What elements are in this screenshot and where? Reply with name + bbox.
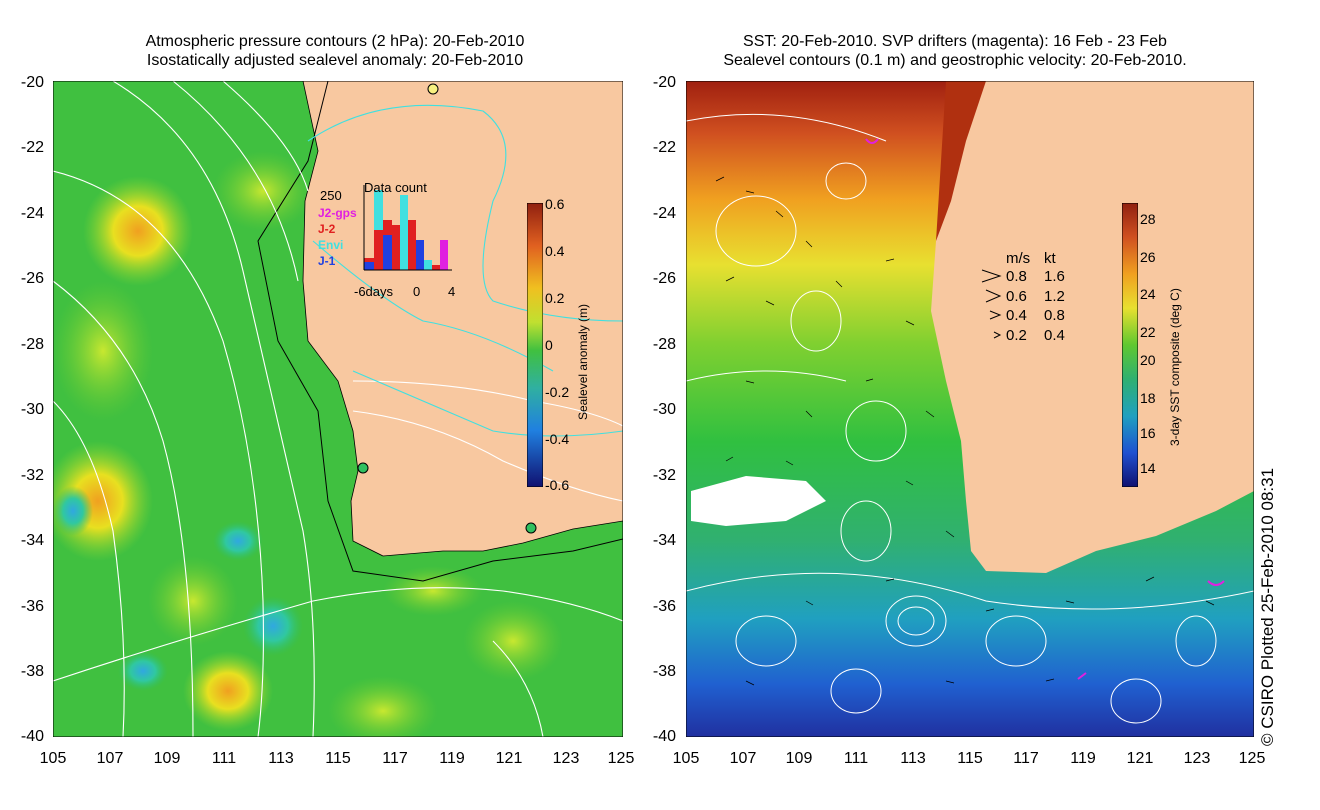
right-xtick: 115 bbox=[957, 750, 983, 767]
velocity-row-ms: 0.4 bbox=[1006, 307, 1027, 324]
right-cb-tick: 22 bbox=[1140, 324, 1156, 340]
velocity-row-ms: 0.2 bbox=[1006, 327, 1027, 344]
velocity-header-ms: m/s bbox=[1006, 250, 1031, 267]
left-xtick: 117 bbox=[382, 750, 408, 767]
left-cb-tick: 0.2 bbox=[545, 290, 565, 306]
velocity-row-kt: 0.8 bbox=[1044, 307, 1065, 324]
left-ytick: -24 bbox=[20, 205, 44, 222]
inset-title: Data count bbox=[364, 180, 427, 195]
left-cb-tick: 0.4 bbox=[545, 243, 565, 259]
left-cb-tick: -0.6 bbox=[545, 477, 570, 493]
right-ytick: -34 bbox=[652, 532, 676, 549]
left-xtick: 111 bbox=[211, 750, 237, 767]
inset-legend-envi: Envi bbox=[318, 238, 344, 252]
right-xtick: 105 bbox=[672, 750, 700, 767]
velocity-row-ms: 0.8 bbox=[1006, 268, 1027, 285]
right-cb-tick: 28 bbox=[1140, 211, 1156, 227]
right-xtick: 109 bbox=[785, 750, 813, 767]
left-xtick: 113 bbox=[268, 750, 294, 767]
left-ytick: -34 bbox=[20, 532, 44, 549]
left-ytick: -38 bbox=[20, 663, 44, 680]
left-xtick: 115 bbox=[325, 750, 351, 767]
right-ytick: -20 bbox=[652, 74, 676, 91]
right-ytick: -36 bbox=[652, 598, 676, 615]
inset-legend-j2: J-2 bbox=[318, 222, 336, 236]
left-xtick: 109 bbox=[153, 750, 181, 767]
velocity-row-kt: 1.6 bbox=[1044, 268, 1065, 285]
right-xtick: 125 bbox=[1238, 750, 1266, 767]
right-cb-tick: 20 bbox=[1140, 352, 1156, 368]
left-ytick: -40 bbox=[20, 728, 44, 745]
right-xtick: 123 bbox=[1183, 750, 1211, 767]
right-ytick: -26 bbox=[652, 270, 676, 287]
right-ytick: -30 bbox=[652, 401, 676, 418]
inset-legend-j2gps: J2-gps bbox=[318, 206, 357, 220]
right-xtick: 117 bbox=[1013, 750, 1039, 767]
right-cb-tick: 24 bbox=[1140, 286, 1156, 302]
left-xtick: 123 bbox=[552, 750, 580, 767]
right-title-line1: SST: 20-Feb-2010. SVP drifters (magenta)… bbox=[743, 33, 1167, 50]
velocity-header-kt: kt bbox=[1044, 250, 1056, 267]
left-colorbar-label: Sealevel anomaly (m) bbox=[576, 303, 590, 420]
left-colorbar bbox=[527, 203, 543, 487]
right-xtick: 113 bbox=[900, 750, 926, 767]
inset-y-label: 250 bbox=[320, 188, 342, 203]
velocity-row-ms: 0.6 bbox=[1006, 288, 1027, 305]
velocity-row-kt: 1.2 bbox=[1044, 288, 1065, 305]
left-cb-tick: 0 bbox=[545, 337, 553, 353]
left-xtick: 119 bbox=[439, 750, 465, 767]
left-xtick: 125 bbox=[607, 750, 635, 767]
right-xtick: 111 bbox=[843, 750, 869, 767]
inset-legend-j1: J-1 bbox=[318, 254, 336, 268]
left-xtick: 107 bbox=[96, 750, 124, 767]
right-ytick: -22 bbox=[652, 139, 676, 156]
left-cb-tick: 0.6 bbox=[545, 196, 565, 212]
right-map bbox=[686, 81, 1254, 737]
right-ytick: -40 bbox=[652, 728, 676, 745]
left-ytick: -32 bbox=[20, 467, 44, 484]
right-cb-tick: 26 bbox=[1140, 249, 1156, 265]
left-title-line1: Atmospheric pressure contours (2 hPa): 2… bbox=[145, 33, 525, 50]
right-xtick: 119 bbox=[1070, 750, 1096, 767]
right-cb-tick: 18 bbox=[1140, 390, 1156, 406]
right-cb-tick: 16 bbox=[1140, 425, 1156, 441]
left-ytick: -20 bbox=[20, 74, 44, 91]
left-ytick: -28 bbox=[20, 336, 44, 353]
data-count-histogram bbox=[363, 185, 452, 271]
right-colorbar bbox=[1122, 203, 1138, 487]
left-title-line2: Isostatically adjusted sealevel anomaly:… bbox=[146, 52, 524, 69]
inset-x-label: -6days bbox=[354, 284, 394, 299]
right-ytick: -32 bbox=[652, 467, 676, 484]
inset-x-tick-4: 4 bbox=[448, 284, 456, 299]
left-ytick: -36 bbox=[20, 598, 44, 615]
right-xtick: 107 bbox=[729, 750, 757, 767]
right-colorbar-label: 3-day SST composite (deg C) bbox=[1168, 288, 1182, 446]
left-ytick: -30 bbox=[20, 401, 44, 418]
right-cb-tick: 14 bbox=[1140, 460, 1156, 476]
right-xtick: 121 bbox=[1126, 750, 1154, 767]
left-ytick: -22 bbox=[20, 139, 44, 156]
left-cb-tick: -0.4 bbox=[545, 431, 570, 447]
right-ytick: -28 bbox=[652, 336, 676, 353]
right-ytick: -24 bbox=[652, 205, 676, 222]
right-title-line2: Sealevel contours (0.1 m) and geostrophi… bbox=[723, 52, 1187, 69]
right-ytick: -38 bbox=[652, 663, 676, 680]
inset-x-tick-0: 0 bbox=[413, 284, 421, 299]
copyright-text: © CSIRO Plotted 25-Feb-2010 08:31 bbox=[1258, 467, 1277, 746]
velocity-row-kt: 0.4 bbox=[1044, 327, 1065, 344]
left-xtick: 121 bbox=[495, 750, 523, 767]
velocity-arrow-icons bbox=[981, 269, 1002, 339]
left-xtick: 105 bbox=[39, 750, 67, 767]
left-ytick: -26 bbox=[20, 270, 44, 287]
left-cb-tick: -0.2 bbox=[545, 384, 570, 400]
